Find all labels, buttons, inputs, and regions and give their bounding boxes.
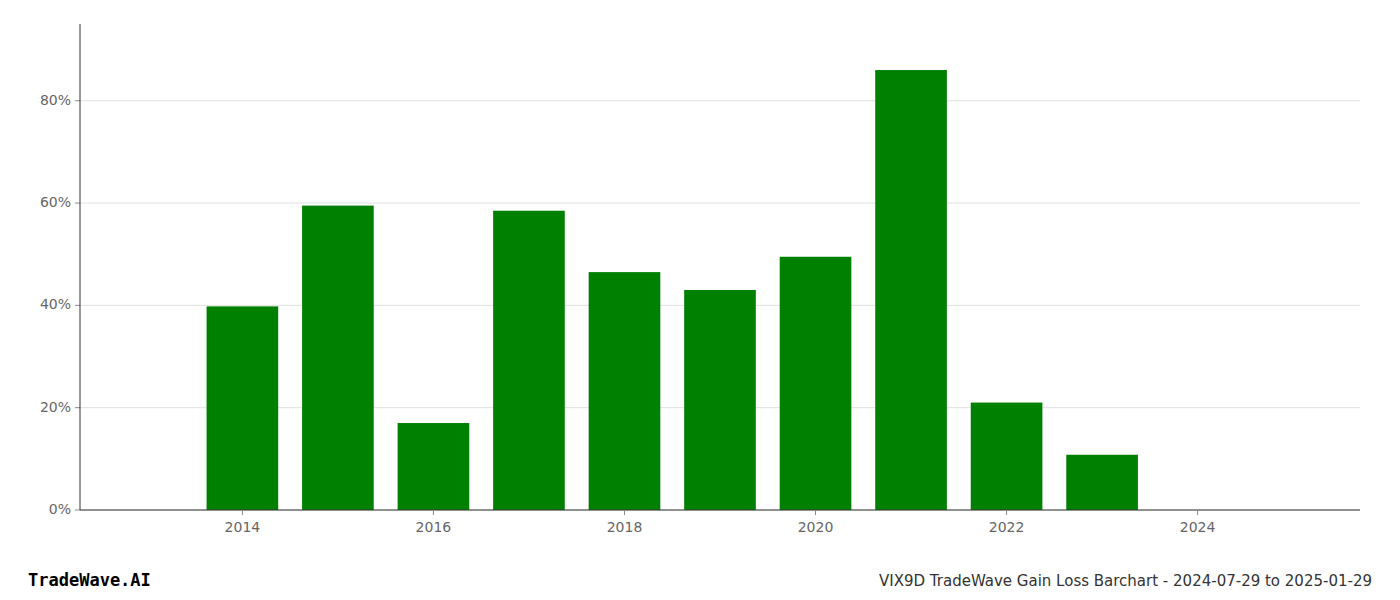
footer-left: TradeWave.AI (28, 570, 151, 590)
x-tick (433, 510, 434, 515)
x-tick (815, 510, 816, 515)
x-tick (1197, 510, 1198, 515)
y-tick (75, 203, 80, 204)
bar (589, 272, 661, 510)
x-axis: 2014 2016 2018 2020 2022 2024 (80, 510, 1360, 535)
bar (875, 70, 947, 510)
chart-container: 0% 20% 40% 60% 80% 2014 2016 2018 2020 2022 2024 Tr… (0, 0, 1400, 600)
x-tick-label: 2024 (1180, 519, 1216, 535)
x-tick (1006, 510, 1007, 515)
bars (207, 70, 1138, 510)
y-tick (75, 305, 80, 306)
footer-right: VIX9D TradeWave Gain Loss Barchart - 202… (879, 572, 1372, 590)
bar (398, 423, 470, 510)
y-tick (75, 407, 80, 408)
x-tick (624, 510, 625, 515)
grid-line (80, 100, 1360, 101)
x-tick (242, 510, 243, 515)
x-tick-label: 2022 (989, 519, 1025, 535)
x-axis-line (80, 510, 1360, 511)
y-axis-line (80, 24, 81, 510)
x-tick-label: 2014 (225, 519, 261, 535)
y-tick-label: 40% (40, 296, 71, 312)
y-axis: 0% 20% 40% 60% 80% (40, 24, 80, 517)
bar (684, 290, 756, 510)
chart: 0% 20% 40% 60% 80% 2014 2016 2018 2020 2022 2024 Tr… (0, 0, 1400, 600)
bar (207, 306, 279, 510)
x-tick-label: 2018 (607, 519, 643, 535)
bar (302, 206, 374, 510)
y-tick-label: 20% (40, 399, 71, 415)
y-tick (75, 510, 80, 511)
grid-line (80, 510, 1360, 511)
x-tick-label: 2020 (798, 519, 834, 535)
bar (493, 211, 565, 510)
bar (1066, 455, 1138, 510)
grid (80, 101, 1360, 510)
y-tick (75, 100, 80, 101)
y-tick-label: 60% (40, 194, 71, 210)
y-tick-label: 80% (40, 92, 71, 108)
bar (971, 403, 1043, 510)
x-tick-label: 2016 (416, 519, 452, 535)
bar (780, 257, 852, 510)
y-tick-label: 0% (49, 501, 71, 517)
grid-line (80, 203, 1360, 204)
